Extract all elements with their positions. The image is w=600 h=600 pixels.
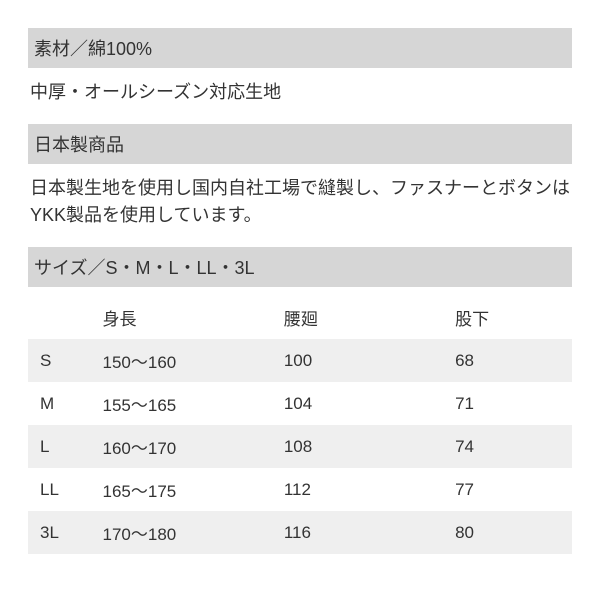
table-row: S 150～160 100 68 bbox=[28, 339, 572, 382]
cell-inseam: 74 bbox=[451, 425, 572, 468]
table-row: L 160～170 108 74 bbox=[28, 425, 572, 468]
cell-inseam: 77 bbox=[451, 468, 572, 511]
col-size-header bbox=[28, 296, 99, 339]
cell-size: M bbox=[28, 382, 99, 425]
cell-height: 165～175 bbox=[99, 468, 280, 511]
table-row: 3L 170～180 116 80 bbox=[28, 511, 572, 554]
col-waist-header: 腰廻 bbox=[280, 296, 451, 339]
cell-inseam: 71 bbox=[451, 382, 572, 425]
cell-size: S bbox=[28, 339, 99, 382]
size-table: 身長 腰廻 股下 S 150～160 100 68 M 155～165 104 … bbox=[28, 296, 572, 554]
col-inseam-header: 股下 bbox=[451, 296, 572, 339]
cell-waist: 112 bbox=[280, 468, 451, 511]
origin-header: 日本製商品 bbox=[28, 124, 572, 164]
sizing-header: サイズ／S・M・L・LL・3L bbox=[28, 247, 572, 287]
cell-size: 3L bbox=[28, 511, 99, 554]
cell-waist: 104 bbox=[280, 382, 451, 425]
cell-height: 155～165 bbox=[99, 382, 280, 425]
cell-height: 170～180 bbox=[99, 511, 280, 554]
material-header: 素材／綿100% bbox=[28, 28, 572, 68]
col-height-header: 身長 bbox=[99, 296, 280, 339]
cell-waist: 116 bbox=[280, 511, 451, 554]
table-row: LL 165～175 112 77 bbox=[28, 468, 572, 511]
table-row: M 155～165 104 71 bbox=[28, 382, 572, 425]
cell-height: 160～170 bbox=[99, 425, 280, 468]
table-header-row: 身長 腰廻 股下 bbox=[28, 296, 572, 339]
cell-height: 150～160 bbox=[99, 339, 280, 382]
cell-waist: 108 bbox=[280, 425, 451, 468]
material-text: 中厚・オールシーズン対応生地 bbox=[28, 77, 572, 108]
cell-inseam: 68 bbox=[451, 339, 572, 382]
origin-text: 日本製生地を使用し国内自社工場で縫製し、ファスナーとボタンはYKK製品を使用して… bbox=[28, 173, 572, 231]
cell-size: LL bbox=[28, 468, 99, 511]
cell-inseam: 80 bbox=[451, 511, 572, 554]
cell-waist: 100 bbox=[280, 339, 451, 382]
cell-size: L bbox=[28, 425, 99, 468]
